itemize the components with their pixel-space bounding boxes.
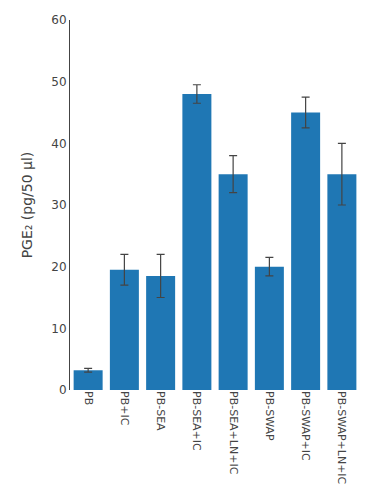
svg-text:60: 60 (51, 13, 66, 27)
svg-text:40: 40 (51, 137, 66, 151)
svg-text:PGE₂ (pg/50 μl): PGE₂ (pg/50 μl) (19, 152, 35, 259)
svg-text:PB-SEA+IC: PB-SEA+IC (190, 391, 203, 451)
svg-text:PB: PB (82, 391, 95, 405)
svg-text:20: 20 (51, 260, 66, 274)
svg-text:PB-SWAP: PB-SWAP (263, 391, 276, 441)
svg-text:0: 0 (59, 383, 67, 397)
svg-text:50: 50 (51, 75, 66, 89)
svg-text:10: 10 (51, 322, 66, 336)
svg-text:PB-SWAP+LN+IC: PB-SWAP+LN+IC (335, 391, 348, 485)
svg-text:PB-SEA: PB-SEA (154, 391, 167, 431)
svg-text:PB+IC: PB+IC (118, 391, 131, 426)
svg-text:30: 30 (51, 198, 66, 212)
svg-text:PB-SEA+LN+IC: PB-SEA+LN+IC (227, 391, 240, 475)
svg-text:PB-SWAP+IC: PB-SWAP+IC (299, 391, 312, 461)
